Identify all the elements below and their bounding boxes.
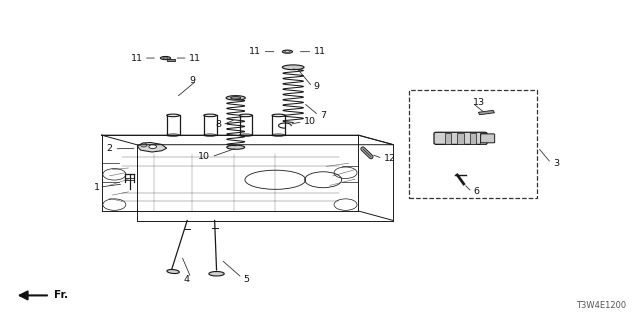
Ellipse shape	[230, 97, 241, 99]
Text: 11: 11	[249, 47, 261, 56]
FancyBboxPatch shape	[434, 132, 487, 144]
Text: 13: 13	[473, 98, 485, 107]
Text: 4: 4	[183, 275, 189, 284]
Ellipse shape	[161, 56, 171, 60]
Text: 11: 11	[131, 53, 143, 62]
Bar	[458, 132, 464, 144]
Ellipse shape	[167, 269, 179, 274]
Text: 9: 9	[189, 76, 195, 85]
Bar	[410, 90, 537, 198]
Ellipse shape	[141, 143, 147, 147]
Bar	[470, 132, 476, 144]
Text: 8: 8	[215, 120, 221, 130]
Polygon shape	[138, 142, 167, 152]
Ellipse shape	[285, 51, 290, 52]
Bar	[479, 132, 486, 144]
Text: 1: 1	[93, 183, 100, 192]
FancyBboxPatch shape	[481, 134, 495, 143]
Text: 9: 9	[314, 82, 319, 91]
Text: 10: 10	[198, 152, 210, 161]
Text: 6: 6	[473, 188, 479, 196]
Text: 2: 2	[106, 144, 113, 153]
Ellipse shape	[282, 65, 304, 70]
Circle shape	[149, 145, 157, 148]
Ellipse shape	[239, 114, 252, 117]
Ellipse shape	[282, 50, 292, 53]
Ellipse shape	[272, 114, 285, 117]
Text: 10: 10	[304, 117, 316, 126]
Ellipse shape	[209, 271, 224, 276]
Ellipse shape	[167, 114, 179, 117]
Bar	[168, 59, 175, 61]
Text: 11: 11	[189, 53, 201, 62]
Text: T3W4E1200: T3W4E1200	[577, 301, 627, 310]
Ellipse shape	[204, 114, 216, 117]
Ellipse shape	[227, 145, 244, 149]
Bar	[478, 110, 495, 115]
Ellipse shape	[163, 57, 168, 59]
Text: Fr.: Fr.	[54, 291, 68, 300]
Text: 12: 12	[384, 154, 396, 163]
Text: 3: 3	[553, 159, 559, 168]
Text: 11: 11	[314, 47, 326, 56]
Text: 5: 5	[243, 275, 250, 284]
Bar	[445, 132, 451, 144]
Text: 7: 7	[320, 111, 326, 120]
Ellipse shape	[226, 96, 245, 100]
